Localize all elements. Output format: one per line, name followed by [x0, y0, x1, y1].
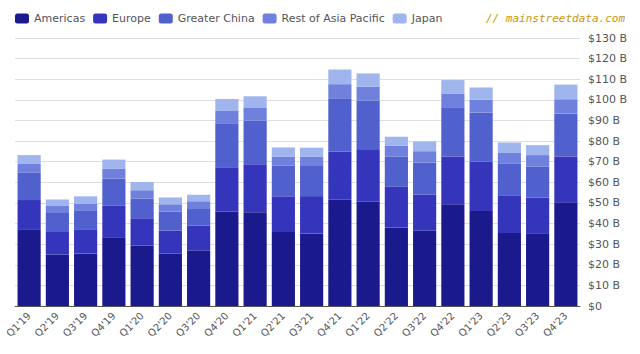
svg-text:Q2'22: Q2'22: [372, 310, 401, 339]
svg-text:$80 B: $80 B: [588, 135, 620, 148]
svg-text:Q4'20: Q4'20: [202, 310, 231, 339]
svg-text:Q1'23: Q1'23: [456, 310, 485, 339]
svg-text:// mainstreetdata.com: // mainstreetdata.com: [486, 12, 625, 25]
svg-text:Q3'22: Q3'22: [400, 310, 429, 339]
svg-text:Q1'20: Q1'20: [117, 310, 146, 339]
svg-text:Q1'19: Q1'19: [4, 310, 33, 339]
svg-text:Q2'21: Q2'21: [259, 310, 288, 339]
svg-text:Q4'21: Q4'21: [315, 310, 344, 339]
svg-text:$50 B: $50 B: [588, 196, 620, 209]
svg-text:Japan: Japan: [411, 12, 443, 25]
svg-text:Americas: Americas: [34, 12, 85, 25]
svg-text:Q2'20: Q2'20: [146, 310, 175, 339]
svg-text:$20 B: $20 B: [588, 258, 620, 271]
svg-text:Q4'23: Q4'23: [541, 310, 570, 339]
svg-text:$120 B: $120 B: [588, 52, 627, 65]
svg-text:Q3'19: Q3'19: [61, 310, 90, 339]
svg-text:Q3'20: Q3'20: [174, 310, 203, 339]
svg-text:Q2'23: Q2'23: [485, 310, 514, 339]
svg-text:$30 B: $30 B: [588, 238, 620, 251]
svg-text:Q3'23: Q3'23: [513, 310, 542, 339]
svg-text:Q4'19: Q4'19: [89, 310, 118, 339]
svg-text:$40 B: $40 B: [588, 217, 620, 230]
svg-text:Q2'19: Q2'19: [33, 310, 62, 339]
svg-text:Rest of Asia Pacific: Rest of Asia Pacific: [282, 12, 385, 25]
svg-text:$60 B: $60 B: [588, 176, 620, 189]
svg-text:$10 B: $10 B: [588, 279, 620, 292]
svg-text:Europe: Europe: [112, 12, 151, 25]
svg-text:$100 B: $100 B: [588, 93, 627, 106]
svg-text:$130 B: $130 B: [588, 32, 627, 45]
svg-text:Q1'22: Q1'22: [343, 310, 372, 339]
svg-text:Q1'21: Q1'21: [230, 310, 259, 339]
svg-text:$110 B: $110 B: [588, 73, 627, 86]
svg-text:Q3'21: Q3'21: [287, 310, 316, 339]
svg-text:Greater China: Greater China: [178, 12, 255, 25]
svg-text:Q4'22: Q4'22: [428, 310, 457, 339]
svg-text:$0: $0: [588, 300, 602, 313]
svg-text:$90 B: $90 B: [588, 114, 620, 127]
svg-text:$70 B: $70 B: [588, 155, 620, 168]
